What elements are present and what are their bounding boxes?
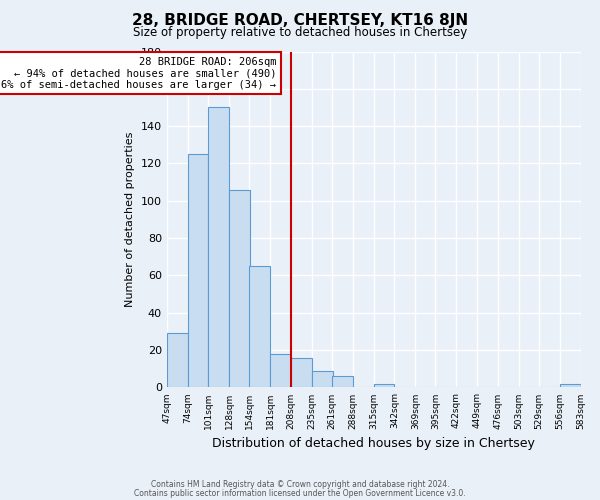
- Bar: [208, 108, 229, 388]
- Text: Contains HM Land Registry data © Crown copyright and database right 2024.: Contains HM Land Registry data © Crown c…: [151, 480, 449, 489]
- Text: 28 BRIDGE ROAD: 206sqm
← 94% of detached houses are smaller (490)
6% of semi-det: 28 BRIDGE ROAD: 206sqm ← 94% of detached…: [1, 56, 277, 90]
- Bar: [312, 370, 333, 388]
- Text: Size of property relative to detached houses in Chertsey: Size of property relative to detached ho…: [133, 26, 467, 39]
- Bar: [250, 266, 270, 388]
- Bar: [270, 354, 291, 388]
- Bar: [560, 384, 581, 388]
- Bar: [374, 384, 394, 388]
- Text: Contains public sector information licensed under the Open Government Licence v3: Contains public sector information licen…: [134, 488, 466, 498]
- Bar: [167, 334, 188, 388]
- Bar: [188, 154, 208, 388]
- Bar: [291, 358, 312, 388]
- Y-axis label: Number of detached properties: Number of detached properties: [125, 132, 135, 307]
- Text: 28, BRIDGE ROAD, CHERTSEY, KT16 8JN: 28, BRIDGE ROAD, CHERTSEY, KT16 8JN: [132, 12, 468, 28]
- Bar: [332, 376, 353, 388]
- Bar: [229, 190, 250, 388]
- X-axis label: Distribution of detached houses by size in Chertsey: Distribution of detached houses by size …: [212, 437, 535, 450]
